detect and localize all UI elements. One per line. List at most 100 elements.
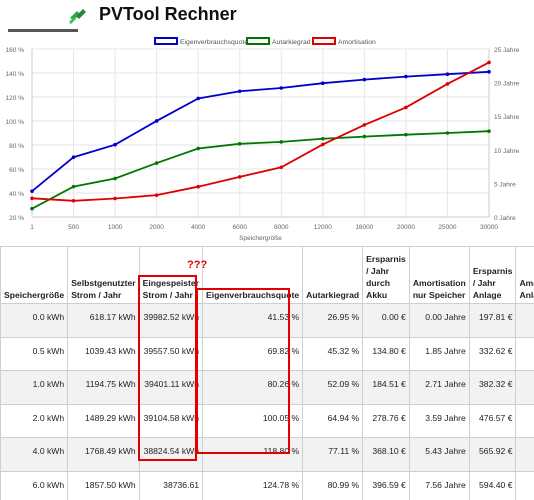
legend-swatch-autarkiegrad <box>246 37 270 45</box>
table-cell: 100.05 % <box>202 403 304 438</box>
table-header-cell: Amortisation nur Speicher <box>408 246 470 304</box>
table-cell: 38824.54 kWh <box>138 437 204 472</box>
series-point-autarkiegrad <box>30 206 34 211</box>
annotation-question-marks: ??? <box>187 259 208 271</box>
table-cell: 1489.29 kWh <box>67 403 140 438</box>
table-cell: 565.92 € <box>468 437 517 472</box>
table-cell: 184.51 € <box>362 370 410 405</box>
table-cell: 1768.49 kWh <box>67 437 140 472</box>
table-cell: 5.97 Ja <box>515 470 534 500</box>
results-table-container[interactable]: Speichergröße Selbstgenutzter Strom / Jah… <box>0 246 534 500</box>
table-cell: 368.10 € <box>362 437 410 472</box>
table-cell: 124.78 % <box>202 470 304 500</box>
y-right-tick-label: 10 Jahre <box>494 148 520 155</box>
series-point-eigenverbrauchsquote <box>279 86 284 90</box>
table-cell: 1.0 kWh <box>0 370 69 405</box>
table-cell: 45.32 % <box>302 336 364 371</box>
x-tick-label: 4000 <box>191 224 206 231</box>
table-cell: 38736.61 <box>138 470 204 500</box>
table-header-cell: Selbstgenutzter Strom / Jahr <box>67 246 140 304</box>
y-right-tick-label: 0 Jahre <box>494 215 516 222</box>
y-left-tick-label: 120 % <box>6 95 25 102</box>
series-point-autarkiegrad <box>196 146 200 151</box>
x-tick-label: 6000 <box>232 224 247 231</box>
series-point-amortisation <box>30 196 34 201</box>
table-cell: 4.0 kWh <box>0 437 69 472</box>
table-cell: 77.11 % <box>302 437 364 472</box>
table-cell: 5.43 Jahre <box>408 437 470 472</box>
results-table: Speichergröße Selbstgenutzter Strom / Jah… <box>0 246 534 500</box>
table-cell: 0.0 kWh <box>0 303 69 338</box>
series-point-autarkiegrad <box>362 134 367 139</box>
table-cell: 1194.75 kWh <box>67 370 140 405</box>
series-point-eigenverbrauchsquote <box>445 72 450 76</box>
legend-label-autarkiegrad: Autarkiegrad <box>272 39 311 46</box>
table-cell: 382.32 € <box>468 370 517 405</box>
table-cell: 64.94 % <box>302 403 364 438</box>
series-point-eigenverbrauchsquote <box>196 96 200 101</box>
series-point-amortisation <box>487 60 491 65</box>
y-right-tick-label: 5 Jahre <box>494 181 516 188</box>
series-point-amortisation <box>404 105 408 110</box>
table-cell: 134.80 € <box>362 336 410 371</box>
table-cell: 80.26 % <box>202 370 304 405</box>
series-point-eigenverbrauchsquote <box>113 142 117 147</box>
y-right-tick-label: 20 Jahre <box>494 81 520 88</box>
x-axis-label: Speichergröße <box>239 235 282 242</box>
table-header-cell: Autarkiegrad <box>302 246 364 304</box>
series-point-autarkiegrad <box>154 161 159 165</box>
y-left-tick-label: 160 % <box>6 47 25 54</box>
series-point-autarkiegrad <box>321 136 325 141</box>
series-point-amortisation <box>196 184 200 189</box>
table-cell: 197.81 € <box>468 303 517 338</box>
series-point-eigenverbrauchsquote <box>237 89 242 94</box>
table-row: 6.0 kWh 1857.50 kWh 38736.61 124.78 % 80.99 … <box>0 470 534 500</box>
app-title: PVTool Rechner <box>99 4 237 24</box>
chart-axes: 20 % 40 % 60 % 80 % 100 % 120 % 140 % 160 % 0 Ja… <box>6 47 520 242</box>
table-cell: 396.59 € <box>362 470 410 500</box>
table-header-cell: Ersparnis / Jahr Anlage <box>468 246 517 304</box>
x-tick-label: 25000 <box>438 224 456 231</box>
chart-legend[interactable]: Eigenverbrauchsquote Autarkiegrad Amortisa… <box>154 37 376 46</box>
table-header-cell: Eingespeister Strom / Jahr <box>138 246 204 304</box>
series-line-autarkiegrad <box>31 130 490 210</box>
pvtool-logo-icon <box>69 9 86 24</box>
series-point-amortisation <box>321 142 325 147</box>
x-tick-label: 500 <box>68 224 79 231</box>
line-chart: 20 % 40 % 60 % 80 % 100 % 120 % 140 % 160 % 0 Ja… <box>0 34 534 246</box>
series-point-autarkiegrad <box>279 140 284 144</box>
table-cell: 52.09 % <box>302 370 364 405</box>
series-point-autarkiegrad <box>113 176 117 181</box>
series-point-autarkiegrad <box>445 131 450 135</box>
x-tick-label: 1 <box>30 224 34 231</box>
series-point-amortisation <box>279 165 284 170</box>
table-row: 4.0 kWh 1768.49 kWh 38824.54 kWh 118.80 % 77… <box>0 437 534 472</box>
table-cell: 1.85 Jahre <box>408 336 470 371</box>
table-cell: 3.25 Ja <box>515 403 534 438</box>
table-row: 1.0 kWh 1194.75 kWh 39401.11 kWh 80.26 % 52.… <box>0 370 534 405</box>
y-left-tick-label: 100 % <box>6 119 25 126</box>
y-right-tick-label: 25 Jahre <box>494 47 520 54</box>
series-point-amortisation <box>71 199 76 203</box>
table-body: 0.0 kWh 618.17 kWh 39982.52 kWh 41.53 % 26.9… <box>0 303 534 500</box>
table-cell: 80.99 % <box>302 470 364 500</box>
table-cell: 2.71 Jahre <box>408 370 470 405</box>
table-cell: 6.0 kWh <box>0 470 69 500</box>
table-header-cell: Amortisation Anlage <box>515 246 534 304</box>
series-point-eigenverbrauchsquote <box>154 119 159 123</box>
series-point-amortisation <box>237 175 242 179</box>
table-cell: 41.53 % <box>202 303 304 338</box>
table-cell: 39104.58 kWh <box>138 403 204 438</box>
header-underline <box>8 29 78 32</box>
x-tick-label: 30000 <box>480 224 498 231</box>
series-point-eigenverbrauchsquote <box>71 155 76 160</box>
x-tick-label: 1000 <box>108 224 123 231</box>
series-point-eigenverbrauchsquote <box>321 81 325 85</box>
table-cell: 118.80 % <box>202 437 304 472</box>
series-point-amortisation <box>113 196 117 201</box>
table-cell: 26.95 % <box>302 303 364 338</box>
legend-label-amortisation: Amortisation <box>338 39 376 46</box>
legend-swatch-amortisation <box>312 37 336 45</box>
table-cell: 476.57 € <box>468 403 517 438</box>
series-point-eigenverbrauchsquote <box>404 74 408 79</box>
